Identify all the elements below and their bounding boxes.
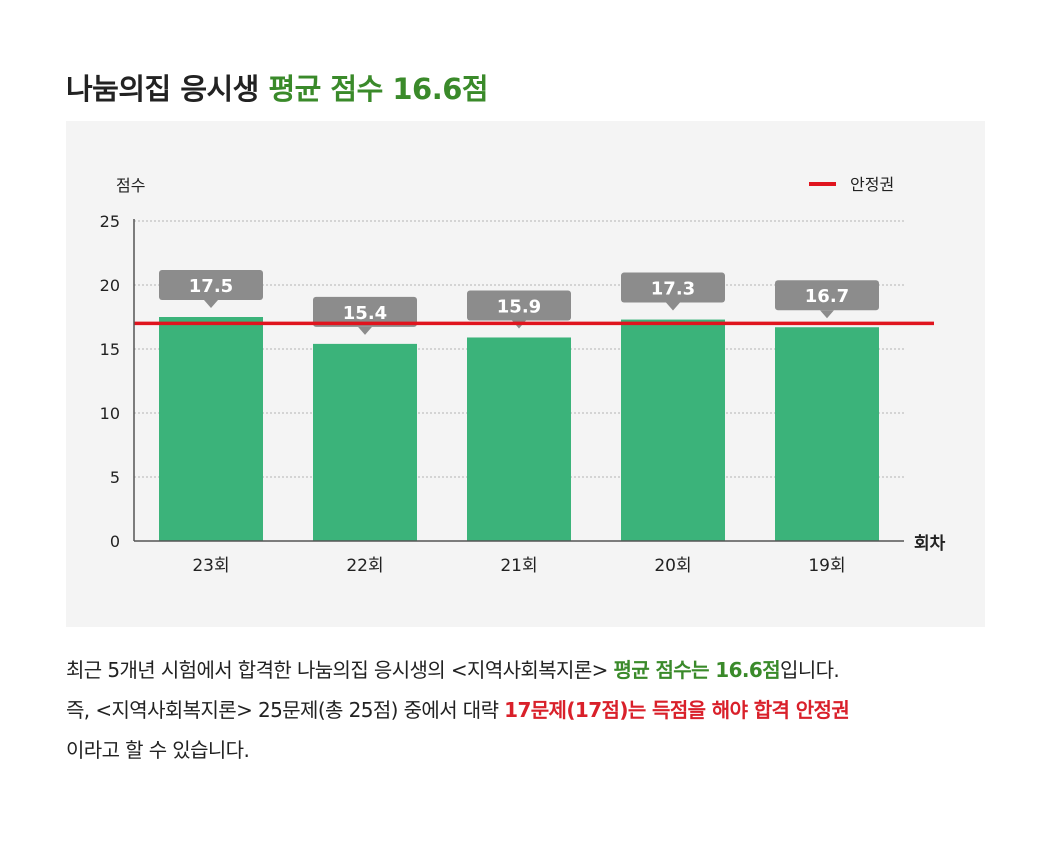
- data-label-pointer: [358, 326, 372, 335]
- data-label: 15.4: [343, 303, 387, 324]
- x-tick-label: 22회: [346, 556, 383, 576]
- description-text: 이라고 할 수 있습니다.: [66, 738, 250, 762]
- x-tick-label: 23회: [192, 556, 229, 576]
- bar-chart: 점수 회차 안정권 17.5 15.4 15.9 17.3 16.7 0 5 10 15 20 2…: [100, 175, 946, 576]
- data-label-pointer: [204, 300, 218, 308]
- data-label: 17.5: [189, 276, 233, 297]
- y-tick-label: 0: [110, 532, 120, 551]
- title-highlight: 평균 점수 16.6점: [268, 72, 489, 106]
- bar: [775, 327, 879, 541]
- x-axis-label: 회차: [914, 534, 946, 554]
- y-tick-label: 20: [100, 276, 120, 295]
- y-tick-label: 10: [100, 404, 120, 423]
- data-label: 15.9: [497, 296, 541, 317]
- data-label-box: [621, 272, 725, 303]
- description: 최근 5개년 시험에서 합격한 나눔의집 응시생의 <지역사회복지론> 평균 점…: [66, 650, 1006, 770]
- y-tick-label: 5: [110, 468, 120, 487]
- data-label-pointer: [820, 310, 834, 319]
- description-highlight-green: 평균 점수는 16.6점: [613, 658, 781, 682]
- y-tick-label: 25: [100, 212, 120, 231]
- y-tick-label: 15: [100, 340, 120, 359]
- x-tick-label: 21회: [500, 556, 537, 576]
- y-axis-label: 점수: [116, 176, 145, 195]
- description-line-3: 이라고 할 수 있습니다.: [66, 730, 1006, 770]
- description-highlight-red: 17문제(17점)는 득점을 해야 합격 안정권: [504, 698, 850, 722]
- bar: [313, 343, 417, 541]
- bar: [621, 319, 725, 541]
- data-label-box: [775, 280, 879, 311]
- data-label-box: [313, 296, 417, 327]
- page-title: 나눔의집 응시생 평균 점수 16.6점: [66, 66, 489, 108]
- bar: [159, 317, 263, 541]
- chart-panel: 점수 회차 안정권 17.5 15.4 15.9 17.3 16.7 0 5 10 15 20 2…: [66, 121, 985, 627]
- description-text: 최근 5개년 시험에서 합격한 나눔의집 응시생의 <지역사회복지론>: [66, 658, 614, 682]
- x-tick-label: 20회: [654, 556, 691, 576]
- data-label-box: [467, 290, 571, 321]
- description-line-2: 즉, <지역사회복지론> 25문제(총 25점) 중에서 대략 17문제(17점…: [66, 690, 1006, 730]
- data-label: 17.3: [651, 279, 695, 300]
- bar: [467, 337, 571, 541]
- legend-threshold-label: 안정권: [850, 175, 894, 194]
- title-prefix: 나눔의집 응시생: [66, 72, 259, 106]
- data-label: 16.7: [805, 286, 849, 307]
- description-text: 즉, <지역사회복지론> 25문제(총 25점) 중에서 대략: [66, 698, 505, 722]
- x-tick-label: 19회: [808, 556, 845, 576]
- data-label-pointer: [666, 302, 680, 311]
- data-label-box: [159, 270, 263, 300]
- description-text: 입니다.: [780, 658, 840, 682]
- description-line-1: 최근 5개년 시험에서 합격한 나눔의집 응시생의 <지역사회복지론> 평균 점…: [66, 650, 1006, 690]
